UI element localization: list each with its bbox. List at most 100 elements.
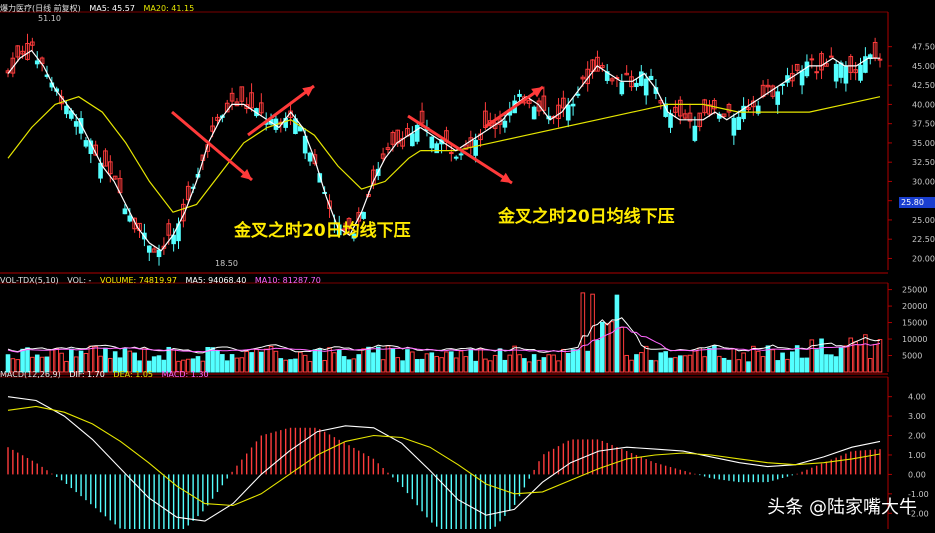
candle-body <box>122 208 128 215</box>
volume-bar <box>424 353 430 373</box>
candle-body <box>414 124 420 142</box>
candle-body <box>624 72 629 76</box>
candle-body <box>634 82 639 88</box>
candle-body <box>108 161 113 175</box>
volume-bar <box>10 358 16 373</box>
volume-bar <box>848 337 854 373</box>
volume-panel-header: VOL-TDX(5,10) VOL: - VOLUME: 74819.97 MA… <box>0 276 327 285</box>
volume-bar <box>453 357 459 373</box>
volume-bar <box>171 349 176 373</box>
volume-bar <box>692 350 698 373</box>
arrow-down-2-head <box>500 172 512 183</box>
volume-bar <box>181 359 186 373</box>
candle-body <box>229 92 235 102</box>
candle-body <box>790 73 795 82</box>
candle-body <box>565 104 571 121</box>
volume-bar <box>78 350 84 373</box>
dif-line <box>7 396 881 522</box>
candle-body <box>609 78 615 82</box>
candle-body <box>64 105 69 115</box>
volume-bar <box>122 348 128 373</box>
volume-bar <box>414 359 420 373</box>
volume-bar <box>712 345 717 373</box>
macd-tick-label: 2.00 <box>908 432 926 441</box>
volume-bar <box>449 351 454 373</box>
volume-bar <box>322 360 327 373</box>
macd-indicator-name: MACD(12,26,9) <box>0 370 61 379</box>
price-tick-label: 45.00 <box>912 62 935 71</box>
volume-bar <box>244 351 250 373</box>
volume-bar <box>760 356 766 373</box>
candle-body <box>526 100 532 104</box>
candle-body <box>799 70 805 86</box>
volume-bar <box>790 351 795 373</box>
volume-bar <box>336 349 342 373</box>
volume-bar <box>30 356 35 373</box>
candle-body <box>429 136 435 149</box>
volume-bar <box>634 354 639 373</box>
candle-body <box>317 173 323 183</box>
candle-body <box>828 55 834 58</box>
volume-bar <box>176 360 181 373</box>
volume-bar <box>249 352 254 373</box>
candle-body <box>863 56 868 73</box>
volume-bar <box>356 354 362 373</box>
volume-bar <box>220 354 225 373</box>
volume-bar <box>351 358 357 373</box>
candle-body <box>390 132 396 145</box>
macd-tick-label: 3.00 <box>908 412 926 421</box>
volume-bar <box>643 345 649 373</box>
vol-tick-label: 20000 <box>902 302 927 311</box>
volume-bar <box>151 356 157 373</box>
candle-body <box>215 116 220 121</box>
volume-bar <box>259 351 264 373</box>
candle-body <box>541 95 547 111</box>
candle-body <box>259 102 264 114</box>
volume-bar <box>312 349 318 373</box>
volume-bar <box>239 357 245 373</box>
arrow-down-2 <box>407 114 513 185</box>
volume-bar <box>288 359 293 373</box>
candle-body <box>531 106 537 120</box>
volume-bar <box>200 360 206 373</box>
candle-body <box>502 120 508 128</box>
volume-bar <box>546 354 552 373</box>
candle-body <box>453 156 459 159</box>
price-tick-label: 47.50 <box>912 43 935 52</box>
price-tick-label: 42.50 <box>912 81 935 90</box>
volume-bar <box>687 354 693 373</box>
ma20-line <box>420 96 881 152</box>
volume-bar <box>283 359 288 373</box>
candle-body <box>838 62 844 78</box>
volume-bar <box>824 354 829 373</box>
volume-bar <box>400 360 405 373</box>
volume-bar <box>522 358 527 373</box>
candle-body <box>239 86 245 102</box>
volume-bar <box>512 345 517 373</box>
volume-bar <box>828 354 834 373</box>
arrow-down-1-head <box>240 169 252 180</box>
volume-bar <box>585 350 591 373</box>
price-tick-label: 40.00 <box>912 100 935 109</box>
volume-bar <box>268 345 274 373</box>
volume-bar <box>88 345 94 373</box>
volume-bar <box>682 355 688 373</box>
candle-body <box>712 99 717 110</box>
volume-bar <box>507 354 513 373</box>
volume-bar <box>517 354 522 373</box>
ma5-line <box>420 57 880 152</box>
candle-body <box>600 65 605 69</box>
volume-bar <box>478 348 483 373</box>
annotation-2: 金叉之时20日均线下压 <box>498 207 675 227</box>
candle-body <box>293 118 298 134</box>
candle-body <box>210 125 215 132</box>
vol-ma5-line <box>7 317 881 354</box>
candle-body <box>731 117 737 136</box>
candle-body <box>619 82 625 95</box>
volume-bar <box>366 346 371 373</box>
volume-bar <box>64 360 69 373</box>
volume-bar <box>332 352 337 373</box>
volume-bar <box>770 349 776 373</box>
candle-body <box>410 133 415 147</box>
